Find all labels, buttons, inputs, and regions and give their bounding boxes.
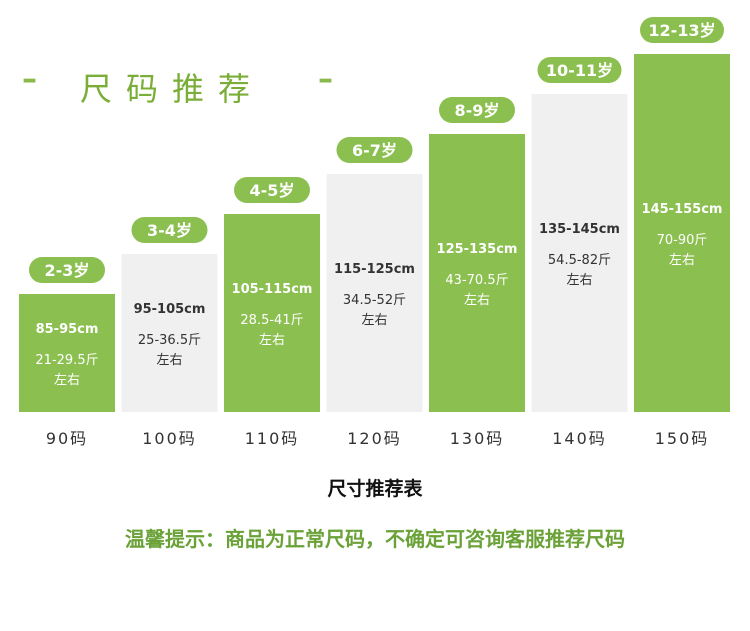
- weight-label: 25-36.5斤: [138, 333, 201, 348]
- height-label: 105-115cm: [232, 282, 313, 297]
- age-pill: [439, 97, 515, 123]
- age-label: 3-4岁: [147, 221, 192, 240]
- title-dash-right: –: [318, 62, 333, 97]
- size-bar: [326, 174, 423, 412]
- size-label: 120码: [347, 429, 402, 448]
- weight-label: 70-90斤: [657, 233, 708, 248]
- size-label: 140码: [552, 429, 607, 448]
- title-dash-left: –: [22, 62, 37, 97]
- weight-label: 43-70.5斤: [445, 273, 508, 288]
- height-label: 135-145cm: [539, 222, 620, 237]
- notice-text: 温馨提示：商品为正常尺码，不确定可咨询客服推荐尺码: [125, 527, 625, 551]
- height-label: 85-95cm: [36, 322, 99, 337]
- height-label: 125-135cm: [437, 242, 518, 257]
- size-bar: [19, 294, 115, 412]
- weight-suffix-label: 左右: [464, 293, 490, 308]
- size-label: 100码: [142, 429, 197, 448]
- size-label: 90码: [46, 429, 88, 448]
- age-label: 4-5岁: [250, 181, 295, 200]
- size-bar: [531, 94, 628, 412]
- page-title: 尺码推荐: [80, 70, 265, 108]
- weight-suffix-label: 左右: [361, 313, 387, 328]
- weight-label: 34.5-52斤: [343, 293, 406, 308]
- weight-suffix-label: 左右: [54, 373, 80, 388]
- weight-suffix-label: 左右: [156, 353, 182, 368]
- size-bar: [224, 214, 320, 412]
- age-label: 10-11岁: [546, 61, 613, 80]
- size-label: 110码: [245, 429, 300, 448]
- age-pill: [537, 57, 622, 83]
- height-label: 95-105cm: [134, 302, 206, 317]
- chart-title: 尺寸推荐表: [327, 478, 423, 500]
- size-bar: [634, 54, 730, 412]
- size-label: 150码: [655, 429, 710, 448]
- age-pill: [336, 137, 413, 163]
- weight-suffix-label: 左右: [669, 253, 695, 268]
- age-label: 6-7岁: [352, 141, 397, 160]
- height-label: 145-155cm: [642, 202, 723, 217]
- weight-label: 54.5-82斤: [548, 253, 611, 268]
- weight-label: 28.5-41斤: [240, 313, 303, 328]
- size-label: 130码: [450, 429, 505, 448]
- age-pill: [131, 217, 208, 243]
- age-pill: [29, 257, 105, 283]
- header: – 尺码推荐 –: [0, 62, 750, 108]
- age-label: 2-3岁: [45, 261, 90, 280]
- weight-suffix-label: 左右: [566, 273, 592, 288]
- size-bar: [121, 254, 218, 412]
- age-label: 8-9岁: [455, 101, 500, 120]
- height-label: 115-125cm: [334, 262, 415, 277]
- weight-label: 21-29.5斤: [35, 353, 98, 368]
- weight-suffix-label: 左右: [259, 333, 285, 348]
- age-pill: [640, 17, 724, 43]
- age-label: 12-13岁: [648, 21, 715, 40]
- size-bar: [429, 134, 525, 412]
- age-pill: [234, 177, 310, 203]
